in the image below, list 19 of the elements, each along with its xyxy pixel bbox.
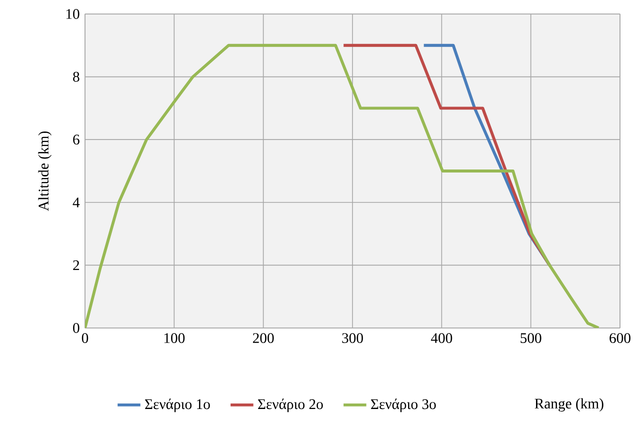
y-tick-label: 0: [73, 323, 80, 333]
y-tick-label: 8: [73, 72, 80, 82]
y-tick-label: 6: [73, 134, 80, 145]
y-axis-title: Altitude (km): [38, 132, 52, 211]
legend-label: Σενάριο 2ο: [258, 398, 323, 412]
y-tick-label: 4: [72, 198, 80, 208]
legend-label: Σενάριο 3ο: [371, 398, 436, 412]
y-tick-label: 10: [66, 9, 80, 19]
line-series: [85, 44, 600, 328]
x-axis-title: Range (km): [534, 398, 604, 412]
x-tick-label: 100: [164, 333, 185, 344]
x-tick-label: 200: [252, 333, 274, 344]
x-tick-label: 500: [520, 333, 542, 344]
x-tick-label: 300: [342, 333, 363, 344]
x-tick-label: 600: [610, 333, 630, 344]
x-tick-label: 400: [430, 333, 452, 344]
y-tick-label: 2: [73, 260, 80, 270]
legend-label: Σενάριο 1ο: [145, 398, 210, 412]
x-tick-label: 0: [82, 333, 88, 344]
